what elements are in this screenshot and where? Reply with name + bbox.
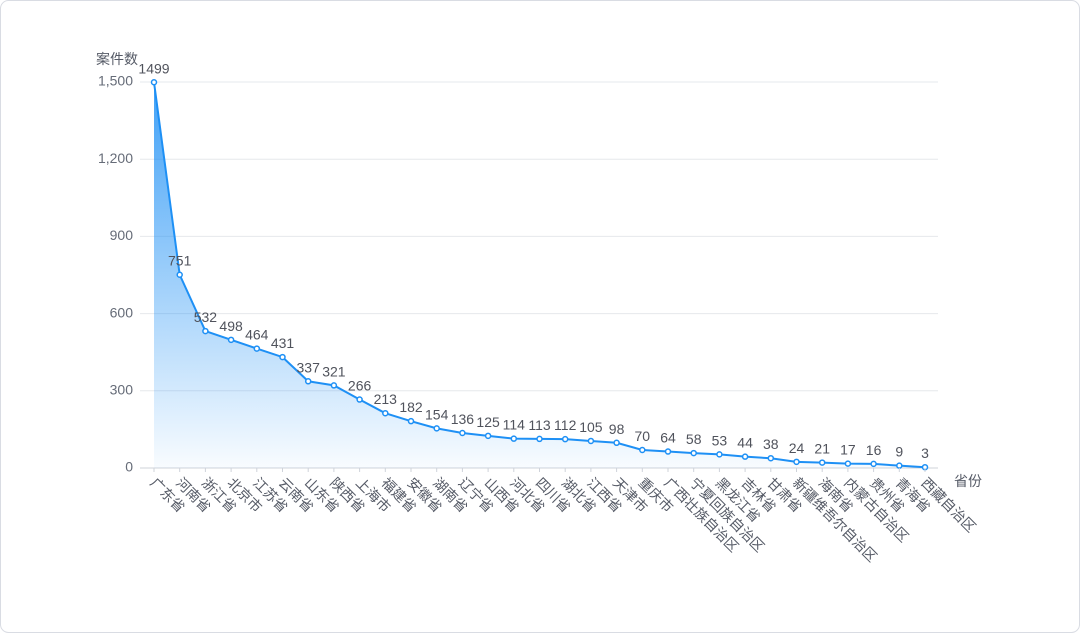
y-tick-label: 1,200 bbox=[98, 150, 133, 166]
point bbox=[484, 432, 492, 440]
value-label: 114 bbox=[503, 417, 526, 433]
y-tick-label: 0 bbox=[125, 459, 133, 475]
value-label: 24 bbox=[789, 440, 805, 456]
point bbox=[870, 460, 877, 468]
point bbox=[793, 458, 800, 466]
value-label: 213 bbox=[374, 391, 398, 407]
point bbox=[202, 327, 209, 335]
y-tick-label: 300 bbox=[110, 382, 134, 398]
value-label: 751 bbox=[168, 253, 192, 269]
point bbox=[356, 396, 363, 403]
value-label: 3 bbox=[921, 445, 929, 461]
value-label: 98 bbox=[609, 421, 625, 437]
y-tick-label: 600 bbox=[110, 304, 134, 320]
point bbox=[767, 454, 775, 462]
value-label: 136 bbox=[451, 411, 475, 427]
point bbox=[407, 417, 415, 425]
point bbox=[741, 453, 749, 460]
point bbox=[664, 448, 672, 455]
value-label: 182 bbox=[399, 399, 423, 415]
value-label: 16 bbox=[866, 442, 882, 458]
point bbox=[382, 409, 389, 417]
point bbox=[716, 451, 723, 458]
value-label: 1499 bbox=[138, 60, 169, 76]
point bbox=[304, 378, 312, 385]
value-label: 58 bbox=[686, 431, 702, 447]
point bbox=[536, 435, 543, 443]
value-label: 70 bbox=[635, 428, 651, 444]
value-label: 154 bbox=[425, 406, 449, 422]
value-label: 125 bbox=[476, 414, 500, 430]
value-label: 532 bbox=[194, 309, 218, 325]
point bbox=[459, 429, 466, 437]
value-label: 9 bbox=[895, 444, 903, 460]
value-label: 53 bbox=[712, 432, 728, 448]
value-label: 266 bbox=[348, 378, 372, 394]
point bbox=[253, 345, 261, 352]
point bbox=[330, 382, 338, 389]
point bbox=[510, 435, 518, 442]
y-tick-label: 1,500 bbox=[98, 73, 133, 89]
value-label: 498 bbox=[219, 318, 243, 334]
value-label: 464 bbox=[245, 327, 269, 343]
value-label: 21 bbox=[814, 441, 830, 457]
point bbox=[561, 435, 569, 443]
point bbox=[896, 462, 903, 469]
point bbox=[587, 437, 595, 445]
value-label: 112 bbox=[554, 417, 577, 433]
y-axis-label: 案件数 bbox=[96, 51, 138, 67]
area bbox=[154, 82, 925, 469]
point bbox=[227, 336, 235, 344]
value-label: 38 bbox=[763, 436, 779, 452]
point bbox=[818, 459, 826, 466]
value-label: 105 bbox=[579, 419, 603, 435]
point bbox=[844, 460, 852, 467]
value-label: 64 bbox=[660, 430, 676, 446]
value-label: 113 bbox=[528, 417, 551, 433]
value-label: 321 bbox=[322, 363, 346, 379]
y-tick-label: 900 bbox=[110, 227, 134, 243]
point bbox=[433, 425, 440, 432]
value-label: 337 bbox=[297, 359, 321, 375]
point bbox=[690, 449, 697, 457]
x-axis-label: 省份 bbox=[954, 473, 982, 489]
point bbox=[150, 79, 158, 86]
point bbox=[639, 446, 646, 454]
value-label: 44 bbox=[737, 435, 753, 451]
value-label: 431 bbox=[271, 335, 295, 351]
point bbox=[279, 353, 286, 361]
value-label: 17 bbox=[840, 442, 856, 458]
point bbox=[176, 271, 183, 278]
point bbox=[613, 439, 620, 447]
